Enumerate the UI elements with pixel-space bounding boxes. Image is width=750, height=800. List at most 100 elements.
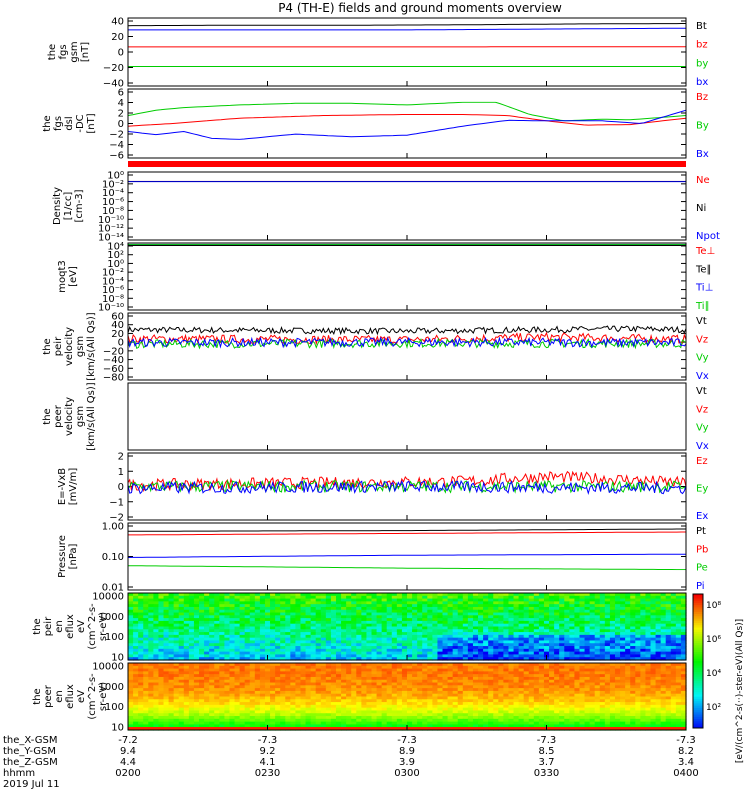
heatmap-cell	[376, 606, 383, 611]
heatmap-cell	[417, 593, 423, 597]
heatmap-cell	[543, 648, 550, 653]
heatmap-cell	[244, 618, 251, 622]
heatmap-cell	[432, 674, 439, 678]
heatmap-cell	[670, 618, 677, 622]
heatmap-cell	[462, 593, 469, 597]
heatmap-cell	[412, 713, 418, 717]
heatmap-cell	[447, 601, 454, 605]
heatmap-cell	[442, 713, 449, 717]
heatmap-cell	[133, 618, 139, 622]
heatmap-cell	[163, 634, 170, 639]
heatmap-cell	[188, 654, 195, 658]
heatmap-cell	[660, 704, 667, 709]
heatmap-cell	[270, 654, 276, 658]
heatmap-cell	[229, 679, 236, 684]
heatmap-cell	[143, 710, 149, 714]
heatmap-cell	[518, 609, 525, 614]
heatmap-cell	[478, 618, 484, 622]
heatmap-cell	[412, 682, 418, 686]
heatmap-cell	[589, 637, 596, 642]
heatmap-cell	[173, 618, 180, 622]
heatmap-cell	[543, 643, 550, 647]
heatmap-cell	[305, 648, 312, 653]
heatmap-cell	[518, 682, 525, 686]
heatmap-cell	[183, 598, 190, 602]
heatmap-cell	[635, 679, 641, 684]
heatmap-cell	[412, 637, 418, 642]
heatmap-cell	[153, 685, 160, 689]
heatmap-cell	[533, 640, 540, 644]
heatmap-cell	[559, 643, 565, 647]
heatmap-cell	[584, 604, 591, 608]
heatmap-cell	[305, 618, 312, 622]
heatmap-cell	[204, 685, 210, 689]
heatmap-cell	[371, 643, 378, 647]
heatmap-cell	[559, 713, 565, 717]
heatmap-cell	[138, 657, 144, 661]
heatmap-cell	[462, 623, 469, 628]
heatmap-cell	[412, 674, 418, 678]
heatmap-cell	[665, 663, 672, 667]
heatmap-cell	[478, 690, 484, 695]
heatmap-cell	[300, 626, 307, 630]
heatmap-cell	[204, 629, 210, 633]
heatmap-cell	[325, 690, 332, 695]
heatmap-cell	[483, 637, 489, 642]
heatmap-cell	[665, 615, 672, 619]
heatmap-cell	[163, 693, 170, 698]
heatmap-cell	[183, 623, 190, 628]
heatmap-cell	[310, 629, 317, 633]
heatmap-cell	[133, 634, 139, 639]
heatmap-cell	[351, 615, 357, 619]
heatmap-cell	[224, 604, 231, 608]
heatmap-cell	[199, 693, 205, 698]
heatmap-cell	[442, 643, 449, 647]
heatmap-cell	[467, 685, 474, 689]
heatmap-cell	[219, 710, 225, 714]
heatmap-cell	[133, 654, 139, 658]
heatmap-cell	[533, 679, 540, 684]
heatmap-cell	[467, 626, 474, 630]
heatmap-cell	[488, 713, 494, 717]
heatmap-cell	[503, 704, 510, 709]
heatmap-cell	[569, 679, 575, 684]
heatmap-cell	[148, 623, 154, 628]
heatmap-cell	[417, 676, 423, 681]
heatmap-cell	[549, 674, 555, 678]
heatmap-cell	[341, 702, 347, 706]
heatmap-cell	[518, 707, 525, 712]
heatmap-cell	[655, 654, 662, 658]
heatmap-cell	[523, 606, 530, 611]
heatmap-cell	[472, 676, 479, 681]
heatmap-cell	[371, 618, 378, 622]
heatmap-cell	[513, 696, 520, 700]
heatmap-cell	[239, 704, 246, 709]
legend-Vx: Vx	[696, 371, 709, 382]
heatmap-cell	[665, 598, 672, 602]
heatmap-cell	[650, 676, 657, 681]
heatmap-cell	[660, 674, 667, 678]
heatmap-cell	[407, 674, 413, 678]
heatmap-cell	[675, 668, 682, 672]
heatmap-cell	[366, 707, 373, 712]
heatmap-cell	[625, 702, 631, 706]
panel-ylabel: Density[1/cc][cm-3]	[52, 187, 85, 225]
heatmap-cell	[493, 615, 499, 619]
heatmap-cell	[569, 606, 575, 611]
heatmap-cell	[376, 676, 383, 681]
heatmap-cell	[675, 648, 682, 653]
heatmap-cell	[285, 643, 291, 647]
heatmap-cell	[361, 620, 368, 625]
heatmap-cell	[528, 702, 535, 706]
heatmap-cell	[204, 713, 210, 717]
heatmap-cell	[128, 665, 134, 670]
heatmap-cell	[209, 595, 215, 600]
heatmap-cell	[199, 710, 205, 714]
heatmap-cell	[295, 598, 302, 602]
heatmap-cell	[569, 648, 575, 653]
heatmap-cell	[259, 668, 266, 672]
heatmap-cell	[335, 690, 342, 695]
heatmap-cell	[346, 604, 352, 608]
heatmap-cell	[584, 618, 591, 622]
heatmap-cell	[254, 626, 261, 630]
